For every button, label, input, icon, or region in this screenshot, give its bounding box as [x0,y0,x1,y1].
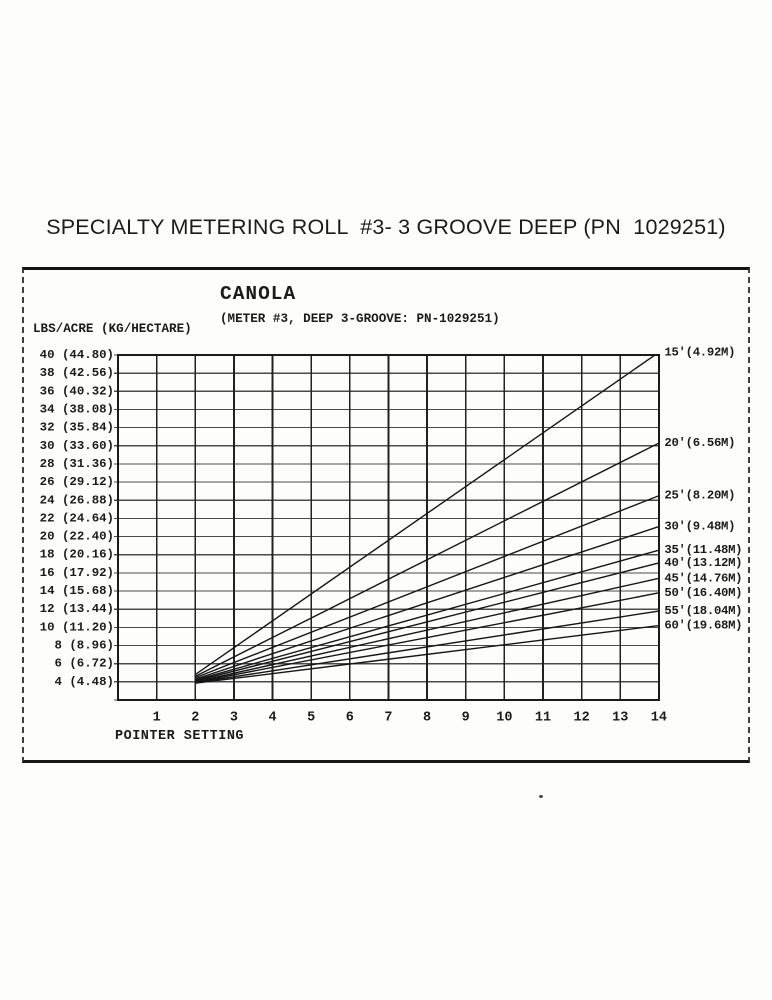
svg-text:3: 3 [230,711,238,726]
svg-text:11: 11 [535,711,551,726]
svg-text:6: 6 [346,711,354,726]
svg-text:13: 13 [612,711,628,726]
svg-text:1: 1 [153,711,161,726]
svg-text:25'(8.20M): 25'(8.20M) [664,489,735,503]
chart-title: CANOLA [220,283,297,305]
svg-text:50'(16.40M): 50'(16.40M) [664,586,742,600]
y-axis-title: LBS/ACRE (KG/HECTARE) [33,322,192,336]
svg-text:36 (40.32): 36 (40.32) [40,384,114,398]
svg-text:12 (13.44): 12 (13.44) [40,602,114,616]
photocopy-speck [539,795,543,798]
svg-text:18 (20.16): 18 (20.16) [40,548,114,562]
y-tick-labels: 40 (44.80) 38 (42.56) 36 (40.32) 34 (38.08)… [40,348,114,689]
rate-lines [194,355,659,684]
svg-text:4: 4 [268,711,276,726]
line-end-labels: 15'(4.92M) 20'(6.56M) 25'(8.20M) 30'(9.48M)… [664,345,742,632]
svg-text:8: 8 [423,711,431,726]
svg-text:40 (44.80): 40 (44.80) [40,348,114,362]
svg-text:2: 2 [191,711,199,726]
chart-frame: CANOLA (METER #3, DEEP 3-GROOVE: PN-1029… [22,267,750,763]
svg-text:30 (33.60): 30 (33.60) [40,439,114,453]
svg-text:35'(11.48M): 35'(11.48M) [664,543,742,557]
svg-text:14 (15.68): 14 (15.68) [40,584,114,598]
svg-text:16 (17.92): 16 (17.92) [40,566,114,580]
svg-text:34 (38.08): 34 (38.08) [40,402,114,416]
grid-lines [114,353,661,702]
svg-text:4 (4.48): 4 (4.48) [55,675,115,689]
svg-text:60'(19.68M): 60'(19.68M) [664,619,742,633]
svg-text:14: 14 [651,711,667,726]
svg-text:26 (29.12): 26 (29.12) [40,475,114,489]
svg-text:32 (35.84): 32 (35.84) [40,421,114,435]
svg-text:12: 12 [574,711,590,726]
svg-text:45'(14.76M): 45'(14.76M) [664,571,742,585]
svg-text:10 (11.20): 10 (11.20) [40,620,114,634]
x-tick-labels: 1 2 3 4 5 6 7 8 9 10 11 12 13 14 [153,711,667,726]
x-axis-title: POINTER SETTING [115,729,245,744]
svg-text:20 (22.40): 20 (22.40) [40,530,114,544]
svg-text:10: 10 [496,711,512,726]
svg-text:8 (8.96): 8 (8.96) [55,639,115,653]
svg-text:24 (26.88): 24 (26.88) [40,493,114,507]
svg-text:40'(13.12M): 40'(13.12M) [664,556,742,570]
svg-text:9: 9 [462,711,470,726]
svg-text:15'(4.92M): 15'(4.92M) [664,345,735,359]
svg-text:22 (24.64): 22 (24.64) [40,511,114,525]
svg-text:38 (42.56): 38 (42.56) [40,366,114,380]
svg-text:20'(6.56M): 20'(6.56M) [664,436,735,450]
svg-text:7: 7 [384,711,392,726]
chart-subtitle: (METER #3, DEEP 3-GROOVE: PN-1029251) [220,312,500,326]
svg-text:5: 5 [307,711,315,726]
document-title: SPECIALTY METERING ROLL #3- 3 GROOVE DEE… [46,215,726,239]
svg-text:30'(9.48M): 30'(9.48M) [664,520,735,534]
svg-text:6 (6.72): 6 (6.72) [55,657,115,671]
rate-chart-canvas: 40 (44.80) 38 (42.56) 36 (40.32) 34 (38.08)… [40,345,743,726]
svg-text:28 (31.36): 28 (31.36) [40,457,114,471]
svg-text:55'(18.04M): 55'(18.04M) [664,604,742,618]
